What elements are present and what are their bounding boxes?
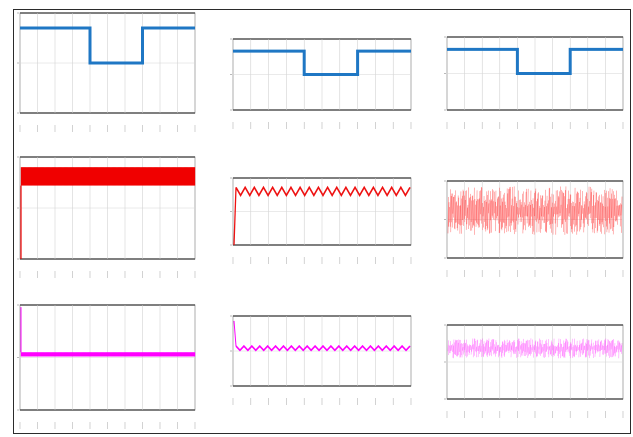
chart-panel-2 — [230, 39, 411, 129]
series-band — [21, 167, 195, 185]
chart-panel-6 — [444, 181, 623, 277]
chart-panel-4 — [17, 157, 195, 278]
chart-panel-3 — [444, 37, 623, 129]
chart-panel-9 — [444, 325, 623, 418]
series-band — [21, 352, 195, 356]
chart-panel-8 — [230, 316, 411, 405]
chart-panel-7 — [17, 305, 195, 429]
chart-panel-5 — [230, 178, 411, 264]
chart-panel-1 — [17, 13, 195, 132]
